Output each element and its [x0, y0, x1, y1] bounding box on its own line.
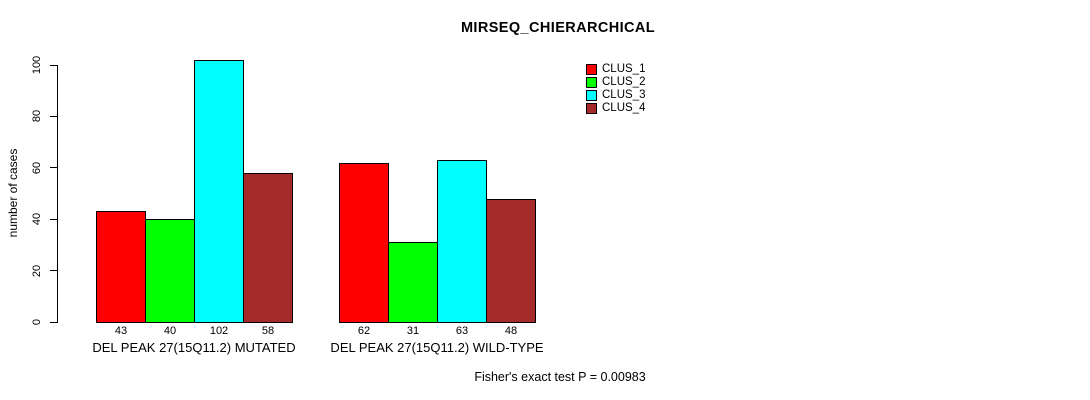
bar-clus_4-group2 — [486, 199, 536, 323]
bar-clus_3-group2 — [437, 160, 487, 323]
y-tick-label: 20 — [31, 264, 43, 277]
y-tick-mark — [50, 218, 57, 220]
y-tick-mark — [50, 115, 57, 117]
legend-item: CLUS_4 — [586, 102, 645, 115]
legend-item: CLUS_3 — [586, 89, 645, 102]
y-tick-mark — [50, 64, 57, 66]
legend-label: CLUS_4 — [602, 102, 646, 114]
fisher-test-annotation: Fisher's exact test P = 0.00983 — [474, 370, 646, 384]
bar-clus_2-group2 — [388, 242, 438, 323]
bar-value-label: 40 — [163, 325, 177, 337]
y-tick-label: 80 — [31, 110, 43, 123]
y-axis — [57, 65, 58, 323]
bar-value-label: 102 — [209, 325, 229, 337]
y-tick-mark — [50, 167, 57, 169]
category-label: DEL PEAK 27(15Q11.2) MUTATED — [92, 340, 296, 355]
chart-title: MIRSEQ_CHIERARCHICAL — [460, 20, 656, 36]
y-tick-label: 100 — [31, 55, 43, 75]
category-label: DEL PEAK 27(15Q11.2) WILD-TYPE — [330, 340, 544, 355]
legend: CLUS_1 CLUS_2 CLUS_3 CLUS_4 — [586, 63, 645, 115]
legend-label: CLUS_3 — [602, 89, 646, 101]
bar-value-label: 58 — [261, 325, 275, 337]
bar-clus_4-group1 — [243, 173, 293, 323]
y-tick-mark — [50, 321, 57, 323]
bar-value-label: 48 — [504, 325, 518, 337]
y-tick-mark — [50, 270, 57, 272]
legend-label: CLUS_2 — [602, 76, 646, 88]
bar-clus_1-group1 — [96, 211, 146, 323]
bar-value-label: 43 — [114, 325, 128, 337]
legend-swatch-clus_2 — [586, 77, 597, 88]
y-tick-label: 0 — [31, 318, 43, 326]
bar-value-label: 62 — [357, 325, 371, 337]
legend-label: CLUS_1 — [602, 63, 646, 75]
y-tick-label: 60 — [31, 161, 43, 174]
bar-clus_2-group1 — [145, 219, 195, 323]
legend-item: CLUS_2 — [586, 76, 645, 89]
y-tick-label: 40 — [31, 213, 43, 226]
legend-swatch-clus_3 — [586, 90, 597, 101]
legend-swatch-clus_1 — [586, 64, 597, 75]
legend-swatch-clus_4 — [586, 103, 597, 114]
bar-value-label: 63 — [455, 325, 469, 337]
bar-value-label: 31 — [406, 325, 420, 337]
legend-item: CLUS_1 — [586, 63, 645, 76]
y-axis-label: number of cases — [6, 148, 20, 238]
bar-clus_3-group1 — [194, 60, 244, 323]
bar-clus_1-group2 — [339, 163, 389, 323]
